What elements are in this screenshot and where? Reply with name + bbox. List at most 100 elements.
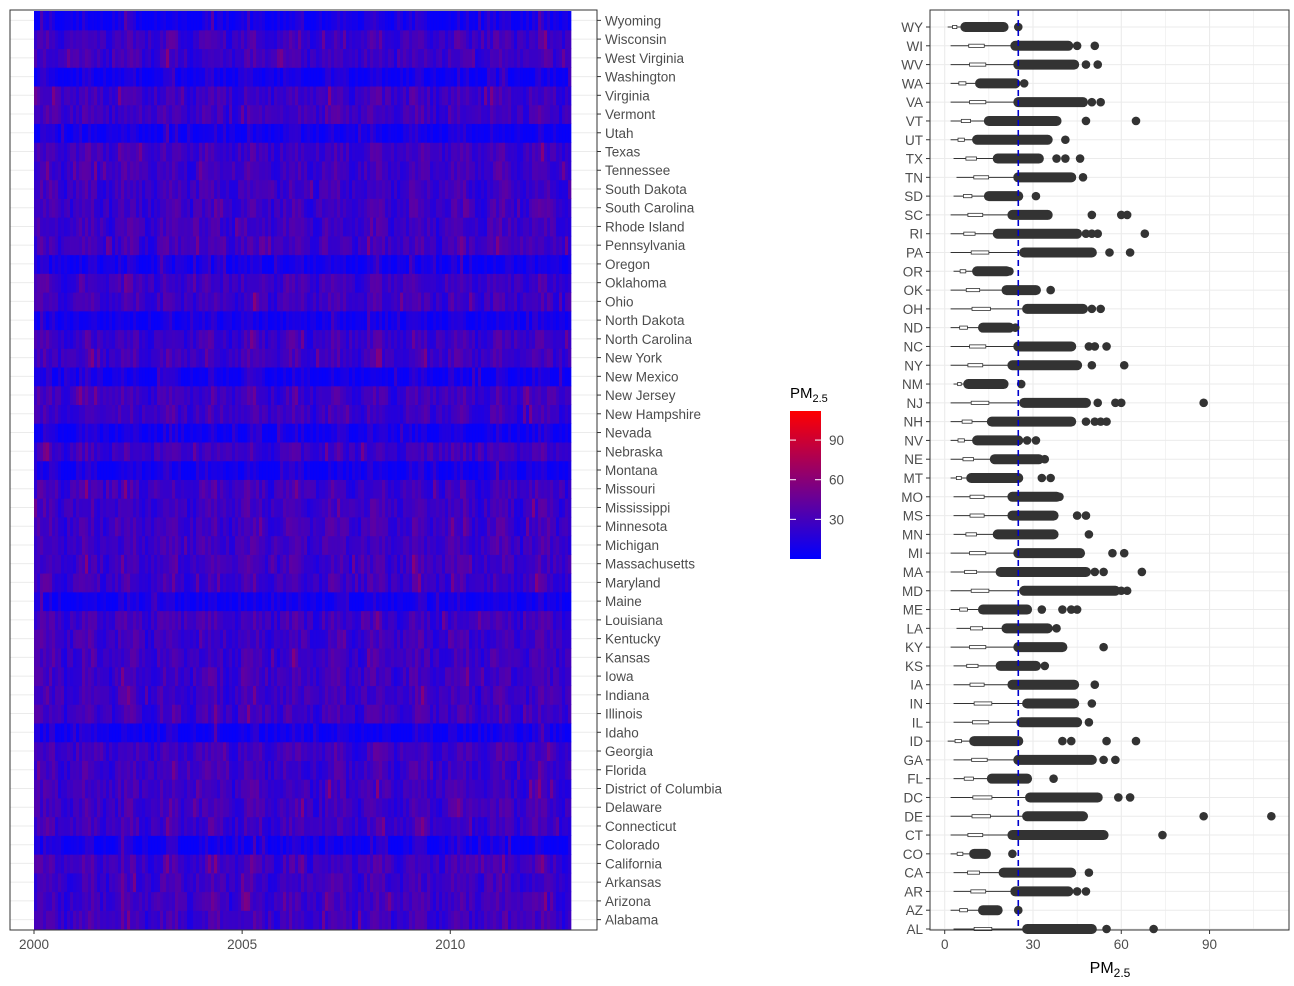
- heatmap-tile: [463, 498, 466, 517]
- heatmap-tile: [331, 461, 334, 480]
- heatmap-tile: [391, 760, 394, 779]
- heatmap-tile: [226, 873, 229, 892]
- heatmap-tile: [337, 554, 340, 573]
- heatmap-tile: [547, 723, 550, 742]
- heatmap-tile: [166, 667, 169, 686]
- heatmap-tile: [124, 573, 127, 592]
- heatmap-tile: [85, 423, 88, 442]
- heatmap-tile: [109, 685, 112, 704]
- heatmap-tile: [550, 648, 553, 667]
- heatmap-tile: [151, 611, 154, 630]
- heatmap-tile: [130, 554, 133, 573]
- heatmap-tile: [331, 723, 334, 742]
- heatmap-tile: [535, 817, 538, 836]
- heatmap-tile: [157, 704, 160, 723]
- heatmap-tile: [490, 910, 493, 929]
- heatmap-tile: [103, 873, 106, 892]
- heatmap-tile: [283, 442, 286, 461]
- heatmap-tile: [499, 798, 502, 817]
- heatmap-tile: [211, 611, 214, 630]
- heatmap-tile: [427, 442, 430, 461]
- heatmap-tile: [208, 554, 211, 573]
- heatmap-tile: [466, 479, 469, 498]
- heatmap-tile: [427, 611, 430, 630]
- heatmap-tile: [304, 798, 307, 817]
- heatmap-tile: [88, 798, 91, 817]
- heatmap-tile: [163, 779, 166, 798]
- heatmap-tile: [331, 704, 334, 723]
- heatmap-tile: [106, 817, 109, 836]
- heatmap-tile: [553, 892, 556, 911]
- heatmap-tile: [349, 667, 352, 686]
- heatmap-tile: [283, 854, 286, 873]
- heatmap-tile: [451, 573, 454, 592]
- heatmap-tile: [130, 404, 133, 423]
- heatmap-tile: [319, 667, 322, 686]
- heatmap-tile: [529, 704, 532, 723]
- heatmap-tile: [271, 554, 274, 573]
- heatmap-tile: [94, 404, 97, 423]
- heatmap-tile: [496, 479, 499, 498]
- heatmap-tile: [463, 442, 466, 461]
- heatmap-tile: [136, 629, 139, 648]
- heatmap-tile: [445, 423, 448, 442]
- heatmap-tile: [37, 554, 40, 573]
- heatmap-tile: [175, 498, 178, 517]
- heatmap-tile: [76, 461, 79, 480]
- heatmap-tile: [268, 742, 271, 761]
- heatmap-tile: [121, 835, 124, 854]
- heatmap-tile: [568, 573, 571, 592]
- heatmap-tile: [274, 798, 277, 817]
- heatmap-tile: [124, 910, 127, 929]
- heatmap-tile: [352, 667, 355, 686]
- heatmap-tile: [301, 592, 304, 611]
- heatmap-tile: [535, 573, 538, 592]
- heatmap-tile: [325, 798, 328, 817]
- heatmap-tile: [145, 442, 148, 461]
- heatmap-tile: [409, 685, 412, 704]
- heatmap-tile: [529, 648, 532, 667]
- heatmap-tile: [538, 554, 541, 573]
- heatmap-tile: [328, 592, 331, 611]
- heatmap-tile: [349, 835, 352, 854]
- heatmap-tile: [109, 442, 112, 461]
- heatmap-tile: [565, 685, 568, 704]
- heatmap-tile: [319, 779, 322, 798]
- heatmap-tile: [427, 779, 430, 798]
- heatmap-tile: [259, 760, 262, 779]
- heatmap-tile: [58, 554, 61, 573]
- heatmap-tile: [304, 423, 307, 442]
- heatmap-tile: [187, 498, 190, 517]
- heatmap-tile: [550, 611, 553, 630]
- heatmap-tile: [307, 442, 310, 461]
- heatmap-tile: [454, 779, 457, 798]
- heatmap-tile: [502, 798, 505, 817]
- heatmap-tile: [43, 892, 46, 911]
- heatmap-tile: [349, 423, 352, 442]
- heatmap-tile: [43, 573, 46, 592]
- heatmap-tile: [367, 873, 370, 892]
- heatmap-tile: [169, 573, 172, 592]
- heatmap-tile: [181, 910, 184, 929]
- heatmap-tile: [70, 685, 73, 704]
- heatmap-tile: [106, 479, 109, 498]
- heatmap-tile: [82, 760, 85, 779]
- heatmap-tile: [166, 760, 169, 779]
- heatmap-tile: [439, 704, 442, 723]
- heatmap-tile: [217, 404, 220, 423]
- heatmap-tile: [343, 611, 346, 630]
- heatmap-tile: [82, 685, 85, 704]
- heatmap-tile: [325, 592, 328, 611]
- heatmap-tile: [166, 798, 169, 817]
- heatmap-tile: [145, 461, 148, 480]
- heatmap-tile: [547, 817, 550, 836]
- heatmap-tile: [73, 648, 76, 667]
- heatmap-tile: [160, 835, 163, 854]
- heatmap-tile: [127, 629, 130, 648]
- heatmap-tile: [313, 461, 316, 480]
- heatmap-tile: [304, 554, 307, 573]
- heatmap-tile: [274, 648, 277, 667]
- heatmap-tile: [292, 835, 295, 854]
- heatmap-tile: [355, 779, 358, 798]
- heatmap-tile: [55, 611, 58, 630]
